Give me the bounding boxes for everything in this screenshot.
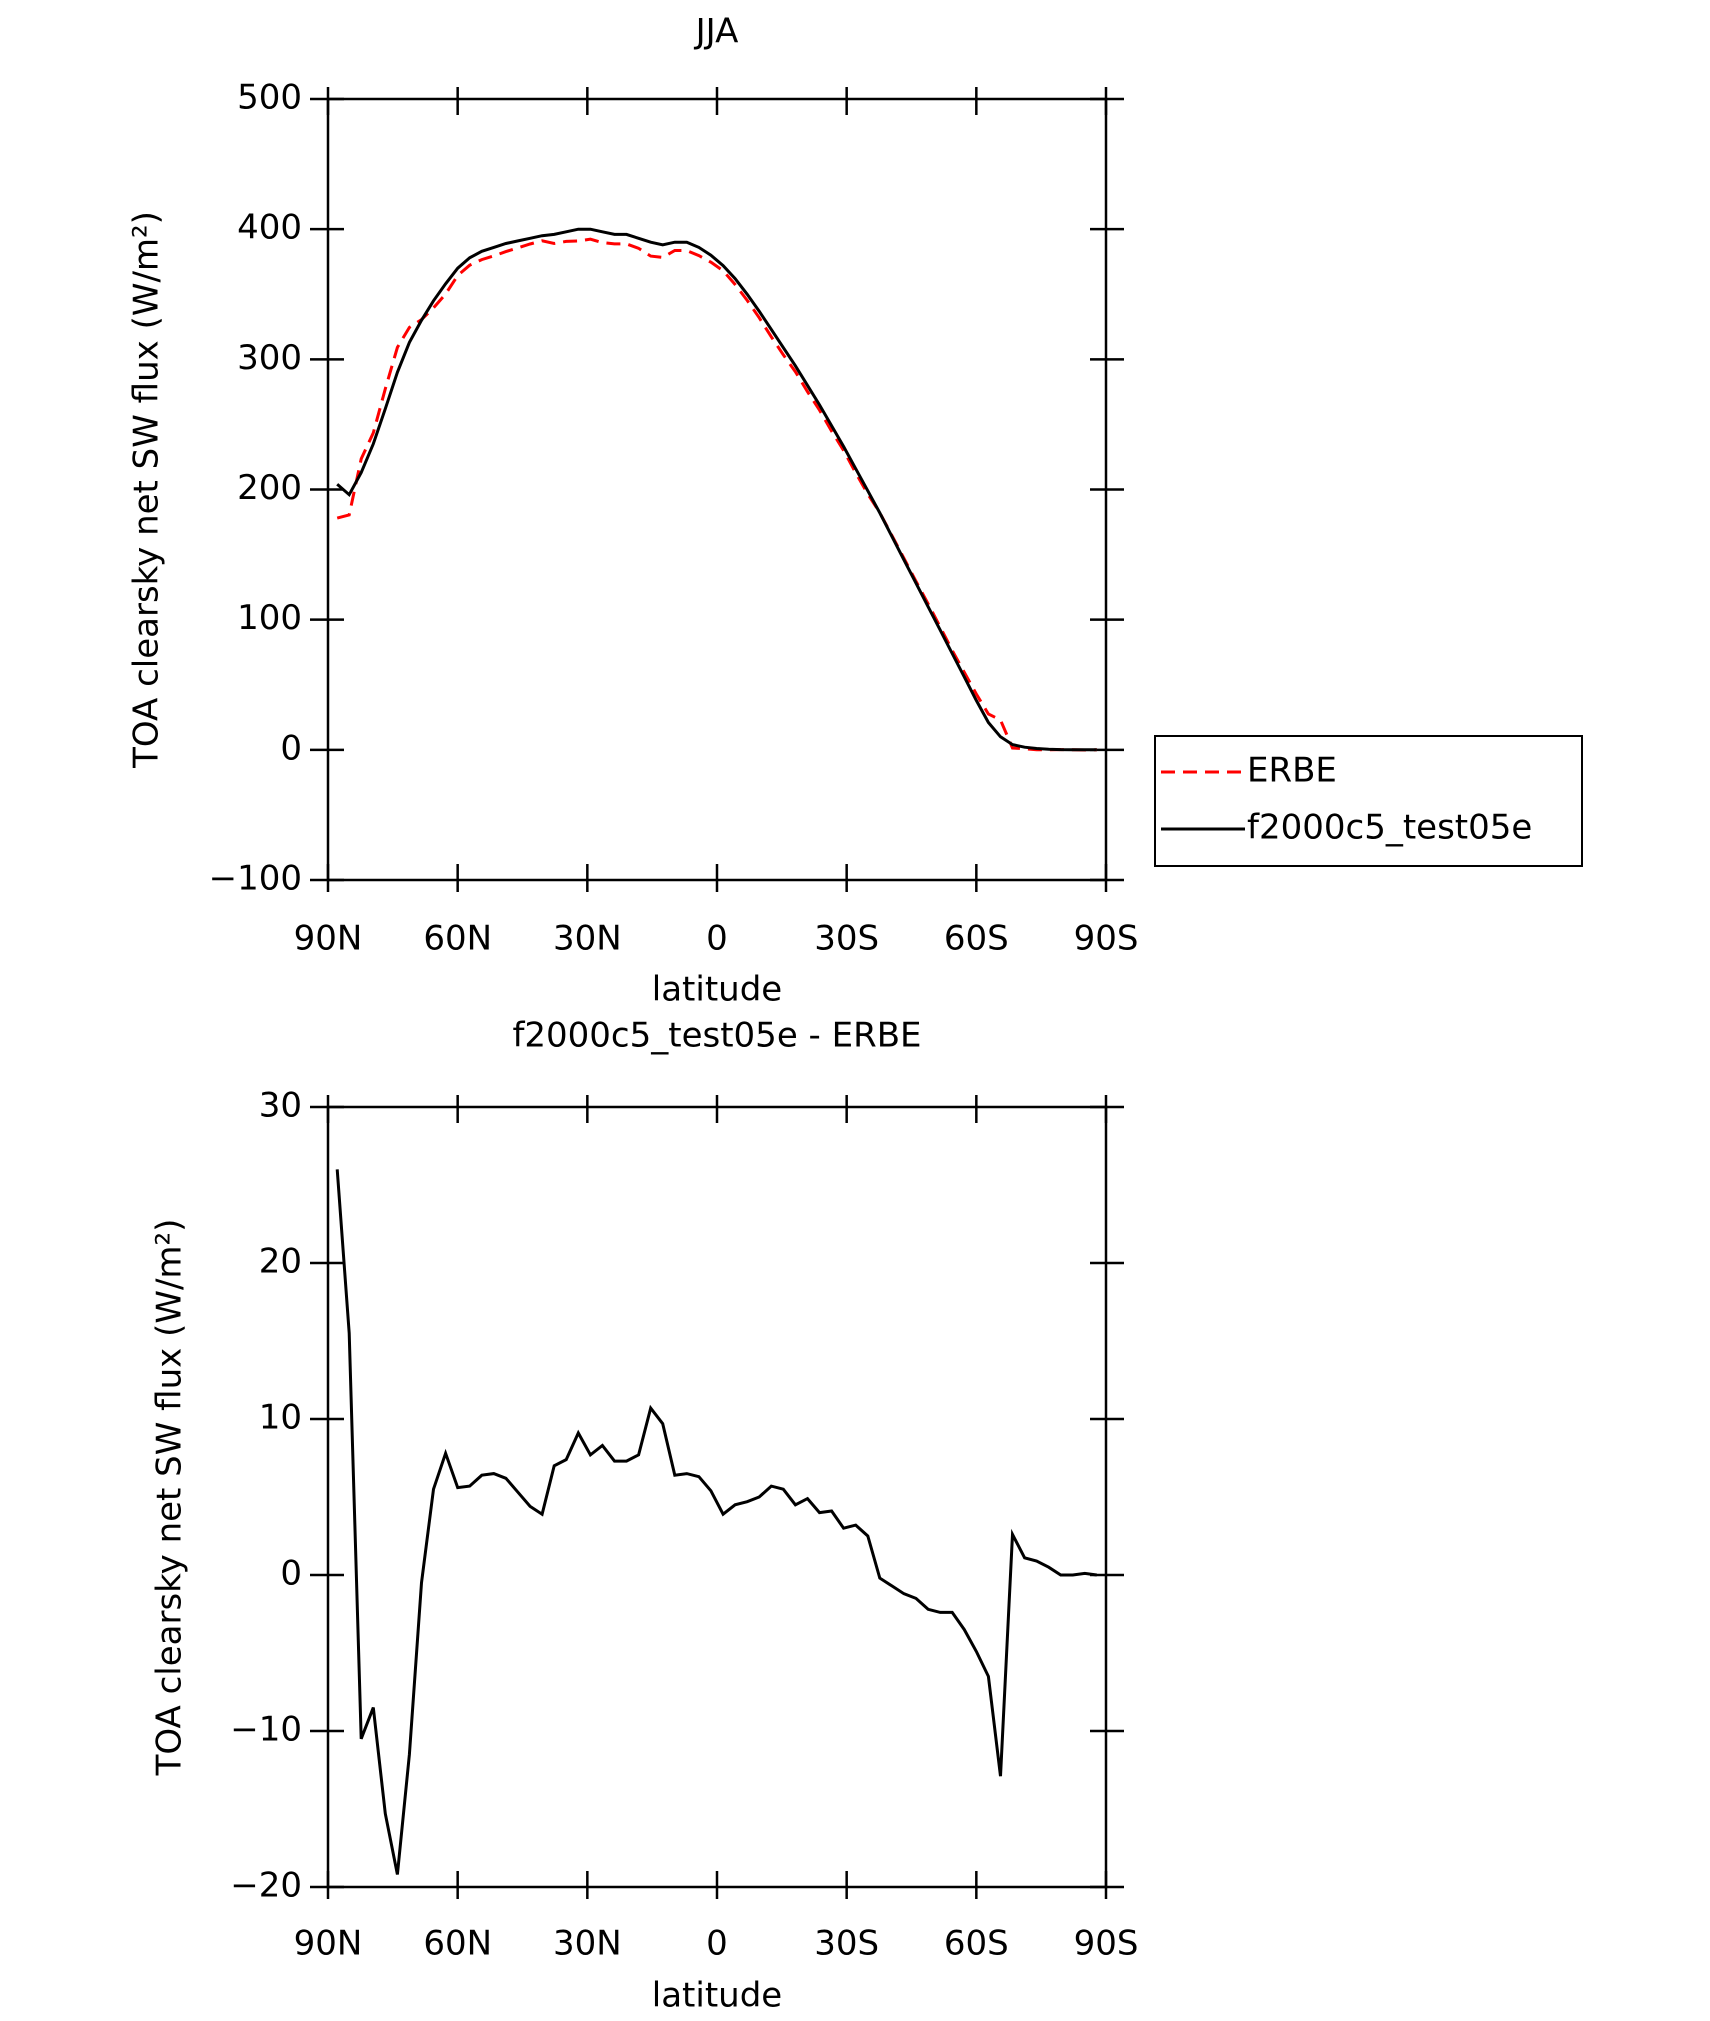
x-tick-label: 30S [814,1924,879,1964]
x-axis-label: latitude [652,1976,782,2016]
y-tick-label: −100 [209,859,302,899]
x-tick-label: 90S [1074,1924,1139,1964]
x-tick-label: 60S [944,1924,1009,1964]
x-tick-label: 90N [294,919,363,959]
y-tick-label: 200 [237,468,302,508]
plot-frame [326,97,1108,882]
y-tick-label: 0 [280,728,302,768]
x-tick-label: 30S [814,919,879,959]
y-tick-label: 100 [237,598,302,638]
legend-box [1154,735,1583,867]
chart-title: JJA [694,12,739,52]
y-tick-label: 0 [280,1554,302,1594]
data-line [336,227,1097,752]
x-tick-label: 0 [706,1924,728,1964]
data-line [335,1169,1097,1875]
y-tick-label: 20 [259,1242,302,1282]
x-tick-label: 30N [553,919,622,959]
chart-title: f2000c5_test05e - ERBE [512,1016,921,1056]
y-axis-label: TOA clearsky net SW flux (W/m²) [150,1219,190,1777]
y-tick-label: 10 [259,1398,302,1438]
y-tick-label: −20 [230,1866,302,1906]
y-tick-label: 400 [237,208,302,248]
y-tick-label: 300 [237,338,302,378]
legend-label: ERBE [1247,751,1337,791]
x-tick-label: 90S [1074,919,1139,959]
y-tick-label: 500 [237,78,302,118]
legend-label: f2000c5_test05e [1247,808,1532,848]
x-tick-label: 60S [944,919,1009,959]
y-tick-label: 30 [259,1086,302,1126]
x-tick-label: 60N [423,1924,492,1964]
plot-frame [326,1105,1108,1889]
x-tick-label: 30N [553,1924,622,1964]
y-tick-label: −10 [230,1710,302,1750]
x-tick-label: 90N [294,1924,363,1964]
x-tick-label: 60N [423,919,492,959]
x-axis-label: latitude [652,970,782,1010]
x-tick-label: 0 [706,919,728,959]
y-axis-label: TOA clearsky net SW flux (W/m²) [127,211,167,769]
data-line [336,237,1097,752]
